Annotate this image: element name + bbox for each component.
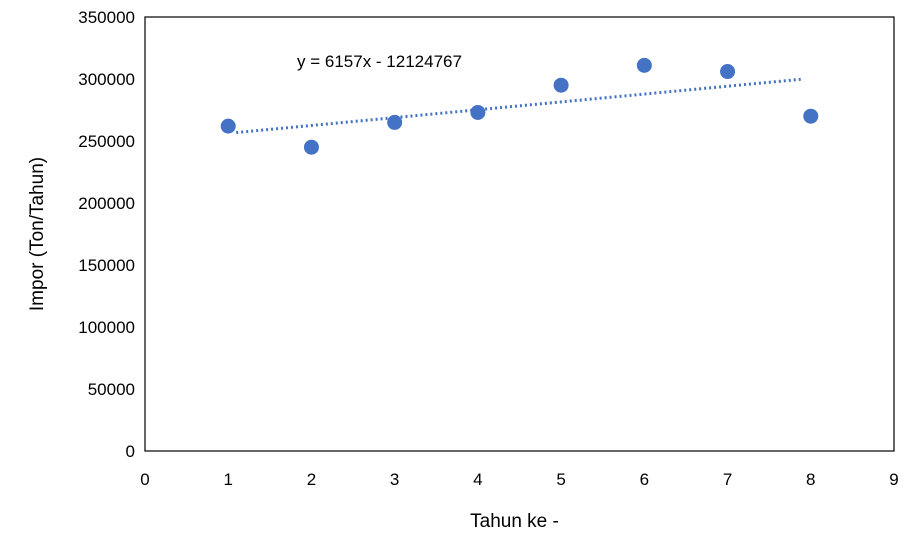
data-point — [303, 139, 319, 155]
data-point — [470, 104, 486, 120]
data-point — [553, 77, 569, 93]
y-axis-ticks: 0 50000 100000 150000 200000 250000 300000 3500… — [78, 8, 135, 461]
data-points — [220, 57, 819, 155]
data-point — [220, 118, 236, 134]
data-point — [803, 108, 819, 124]
x-tick-label: 2 — [307, 470, 316, 489]
x-tick-label: 7 — [723, 470, 732, 489]
y-tick-label: 350000 — [78, 8, 135, 27]
y-tick-label: 100000 — [78, 318, 135, 337]
x-tick-label: 8 — [806, 470, 815, 489]
data-point — [636, 57, 652, 73]
x-tick-label: 3 — [390, 470, 399, 489]
y-tick-label: 150000 — [78, 256, 135, 275]
y-axis-title: Impor (Ton/Tahun) — [27, 157, 48, 311]
y-tick-label: 50000 — [88, 380, 135, 399]
y-tick-label: 200000 — [78, 194, 135, 213]
x-tick-label: 6 — [640, 470, 649, 489]
x-tick-label: 1 — [223, 470, 232, 489]
trendline-equation: y = 6157x - 12124767 — [297, 52, 462, 71]
y-tick-label: 250000 — [78, 132, 135, 151]
x-tick-label: 4 — [473, 470, 482, 489]
data-point — [387, 114, 403, 130]
x-axis-title: Tahun ke - — [470, 511, 559, 532]
x-tick-label: 0 — [140, 470, 149, 489]
y-tick-label: 0 — [126, 442, 135, 461]
x-tick-label: 5 — [556, 470, 565, 489]
y-tick-label: 300000 — [78, 70, 135, 89]
data-point — [720, 64, 736, 80]
x-tick-label: 9 — [889, 470, 898, 489]
x-axis-ticks: 0 1 2 3 4 5 6 7 8 9 — [140, 470, 898, 489]
plot-area-frame — [144, 16, 895, 452]
